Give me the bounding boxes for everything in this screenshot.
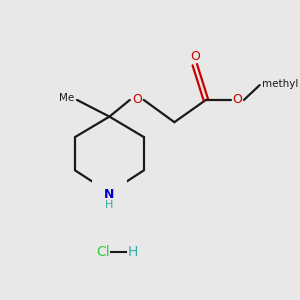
Text: N: N xyxy=(104,188,115,201)
Text: O: O xyxy=(232,93,242,106)
Text: Me: Me xyxy=(59,93,74,103)
Text: O: O xyxy=(190,50,200,63)
Text: H: H xyxy=(128,245,138,259)
Text: methyl: methyl xyxy=(262,79,298,89)
Text: H: H xyxy=(105,200,114,210)
Text: O: O xyxy=(132,93,142,106)
Text: Cl: Cl xyxy=(96,245,110,259)
